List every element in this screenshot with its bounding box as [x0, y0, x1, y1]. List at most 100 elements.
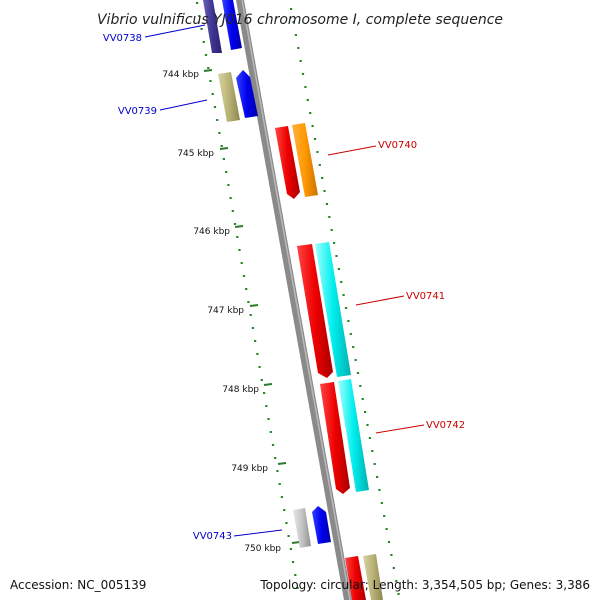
gc-dot [311, 125, 314, 127]
gc-dot [349, 333, 352, 335]
tick-745: 745 kbp [177, 147, 229, 159]
gc-dot [333, 242, 336, 244]
gc-dot [347, 320, 350, 322]
tick-label: 749 kbp [231, 464, 268, 474]
gc-dot [271, 444, 275, 446]
gc-dot [306, 99, 309, 101]
gc-dot [280, 496, 283, 498]
gc-dot [249, 314, 252, 316]
gene-label-vv0743[interactable]: VV0743 [193, 531, 232, 542]
gc-dot [285, 522, 288, 524]
gc-dot [236, 236, 239, 238]
tick-label: 745 kbp [177, 149, 214, 159]
gc-dot [218, 132, 221, 134]
gc-dot [352, 346, 355, 348]
gc-dot [289, 548, 292, 550]
gc-dot [227, 184, 230, 186]
gc-dot [276, 470, 279, 472]
gc-dot [220, 145, 223, 147]
gc-dot [361, 398, 364, 400]
gc-dot [390, 554, 393, 556]
gc-dot [373, 463, 376, 465]
gc-dot [274, 457, 277, 459]
gc-dot [292, 21, 295, 23]
accession-text: Accession: NC_005139 [10, 578, 147, 592]
gene-feature-vv0740[interactable] [275, 123, 318, 199]
gene-feature-vv0743[interactable] [293, 506, 331, 548]
tick-label: 748 kbp [222, 385, 259, 395]
gene-feature-vv0742[interactable] [320, 379, 369, 494]
gc-dot [196, 2, 199, 4]
gc-dot [294, 34, 297, 36]
gc-dot [294, 574, 297, 576]
gc-dot [209, 80, 212, 82]
gc-dot [278, 483, 281, 485]
gc-dot [242, 275, 246, 277]
topology-summary: Topology: circular; Length: 3,354,505 bp… [260, 578, 590, 592]
gc-dot [344, 307, 348, 309]
gc-dot [207, 67, 210, 69]
gc-dot [290, 8, 293, 10]
tick-748: 748 kbp [222, 383, 273, 395]
gene-feature-vv0741[interactable] [297, 242, 351, 378]
tick-749: 749 kbp [231, 462, 287, 474]
gc-dot [371, 450, 374, 452]
gc-dot [323, 190, 326, 192]
gene-feature-vv0738[interactable] [203, 0, 242, 53]
gc-dot [265, 405, 268, 407]
gc-dot [356, 372, 360, 374]
gc-dot [211, 93, 214, 95]
tick-746: 746 kbp [193, 225, 244, 237]
gc-dot [287, 535, 290, 537]
gene-label-vv0740[interactable]: VV0740 [378, 140, 417, 151]
gene-label-vv0739[interactable]: VV0739 [118, 106, 157, 117]
gc-dot [251, 327, 254, 329]
gc-dot [233, 223, 237, 225]
gc-dot [335, 255, 338, 257]
gc-dot [254, 340, 257, 342]
gc-dot [364, 411, 367, 413]
gc-skew-dots-right [290, 8, 400, 595]
tick-750: 750 kbp [244, 541, 301, 554]
gc-dot [283, 509, 286, 511]
tick-747: 747 kbp [207, 304, 259, 316]
scale-ticks: 744 kbp 745 kbp 746 kbp 747 kbp 748 kbp … [162, 69, 301, 554]
gc-dot [313, 138, 317, 140]
gene-feature-vv0739[interactable] [218, 70, 258, 122]
gc-dot [337, 268, 340, 270]
gc-dot [202, 41, 205, 43]
gc-dot [340, 281, 343, 283]
gc-dot [297, 47, 300, 49]
gc-dot [231, 210, 234, 212]
gene-feature-partial[interactable] [345, 554, 383, 600]
gc-dot [260, 379, 263, 381]
gc-dot [247, 301, 250, 303]
gc-dot [263, 392, 266, 394]
gene-label-vv0738[interactable]: VV0738 [103, 33, 142, 44]
label-leaders [144, 24, 425, 537]
gc-dot [216, 119, 219, 121]
gc-dot [385, 528, 388, 530]
gc-dot [316, 151, 319, 153]
gene-label-vv0741[interactable]: VV0741 [406, 291, 445, 302]
gc-dot [213, 106, 217, 108]
gc-dot [387, 541, 391, 543]
gc-skew-dots-left [196, 2, 299, 589]
gc-dot [200, 28, 203, 30]
gene-label-vv0742[interactable]: VV0742 [426, 420, 465, 431]
gc-dot [292, 561, 295, 563]
gc-dot [245, 288, 248, 290]
gc-dot [301, 73, 305, 75]
gc-dot [395, 580, 398, 582]
gc-dot [328, 216, 331, 218]
gc-dot [299, 60, 302, 62]
gc-dot [383, 515, 386, 517]
gc-dot [397, 593, 400, 595]
gc-dot [392, 567, 395, 569]
gc-dot [342, 294, 345, 296]
gc-dot [225, 171, 228, 173]
map-title: Vibrio vulnificus YJ016 chromosome I, co… [97, 12, 503, 28]
gc-dot [269, 431, 272, 433]
tick-label: 744 kbp [162, 70, 199, 80]
